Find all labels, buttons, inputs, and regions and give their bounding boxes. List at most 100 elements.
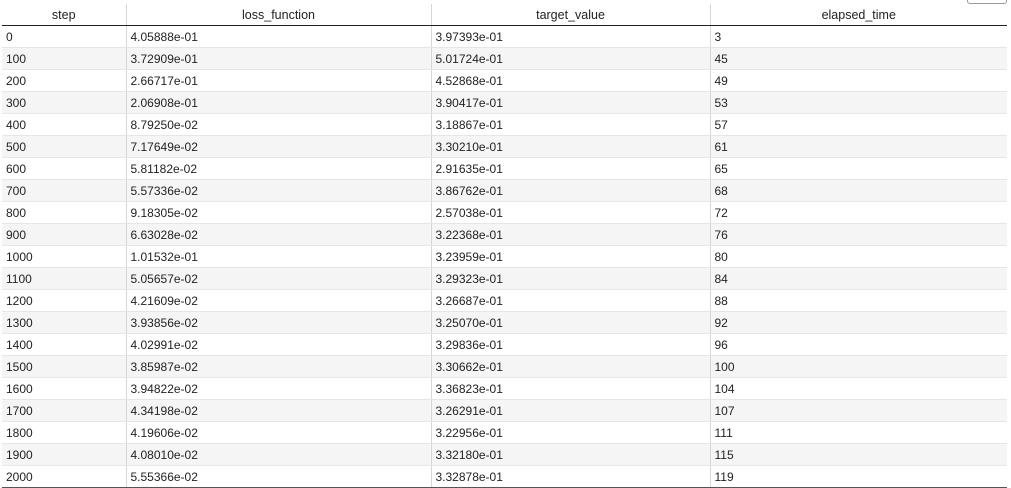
step-cell: 1900 (2, 443, 126, 466)
results-table-container: step loss_function target_value elapsed_… (2, 4, 1007, 488)
table-row[interactable]: 1700 4.34198e-02 3.26291e-01 107 (2, 399, 1007, 422)
elapsed-time-cell: 92 (709, 311, 1007, 334)
target-value-cell: 3.22368e-01 (430, 223, 710, 246)
step-cell: 2000 (2, 465, 126, 488)
elapsed-time-cell: 45 (709, 47, 1007, 70)
target-value-cell: 3.30662e-01 (430, 355, 710, 378)
loss-function-cell: 4.34198e-02 (125, 399, 431, 422)
step-cell: 0 (2, 25, 126, 48)
column-header-step[interactable]: step (2, 4, 126, 26)
step-cell: 700 (2, 179, 126, 202)
elapsed-time-cell: 76 (709, 223, 1007, 246)
loss-function-cell: 2.66717e-01 (125, 69, 431, 92)
target-value-cell: 3.29323e-01 (430, 267, 710, 290)
target-value-cell: 3.90417e-01 (430, 91, 710, 114)
loss-function-cell: 6.63028e-02 (125, 223, 431, 246)
step-cell: 200 (2, 69, 126, 92)
table-row[interactable]: 100 3.72909e-01 5.01724e-01 45 (2, 47, 1007, 70)
elapsed-time-cell: 57 (709, 113, 1007, 136)
table-row[interactable]: 600 5.81182e-02 2.91635e-01 65 (2, 157, 1007, 180)
table-row[interactable]: 800 9.18305e-02 2.57038e-01 72 (2, 201, 1007, 224)
elapsed-time-cell: 49 (709, 69, 1007, 92)
target-value-cell: 3.25070e-01 (430, 311, 710, 334)
loss-function-cell: 5.55366e-02 (125, 465, 431, 488)
loss-function-cell: 5.57336e-02 (125, 179, 431, 202)
loss-function-cell: 8.79250e-02 (125, 113, 431, 136)
loss-function-cell: 3.85987e-02 (125, 355, 431, 378)
table-row[interactable]: 300 2.06908e-01 3.90417e-01 53 (2, 91, 1007, 114)
step-cell: 500 (2, 135, 126, 158)
loss-function-cell: 4.21609e-02 (125, 289, 431, 312)
step-cell: 300 (2, 91, 126, 114)
table-row[interactable]: 0 4.05888e-01 3.97393e-01 3 (2, 25, 1007, 48)
elapsed-time-cell: 3 (709, 25, 1007, 48)
table-row[interactable]: 1400 4.02991e-02 3.29836e-01 96 (2, 333, 1007, 356)
step-cell: 100 (2, 47, 126, 70)
elapsed-time-cell: 53 (709, 91, 1007, 114)
table-row[interactable]: 500 7.17649e-02 3.30210e-01 61 (2, 135, 1007, 158)
target-value-cell: 2.57038e-01 (430, 201, 710, 224)
target-value-cell: 3.26687e-01 (430, 289, 710, 312)
column-header-elapsed-time[interactable]: elapsed_time (709, 4, 1007, 26)
results-table: step loss_function target_value elapsed_… (2, 4, 1007, 488)
table-row[interactable]: 900 6.63028e-02 3.22368e-01 76 (2, 223, 1007, 246)
elapsed-time-cell: 88 (709, 289, 1007, 312)
loss-function-cell: 3.93856e-02 (125, 311, 431, 334)
target-value-cell: 3.32180e-01 (430, 443, 710, 466)
target-value-cell: 4.52868e-01 (430, 69, 710, 92)
step-cell: 1600 (2, 377, 126, 400)
table-header: step loss_function target_value elapsed_… (2, 4, 1007, 26)
step-cell: 1000 (2, 245, 126, 268)
target-value-cell: 3.26291e-01 (430, 399, 710, 422)
elapsed-time-cell: 96 (709, 333, 1007, 356)
table-row[interactable]: 1100 5.05657e-02 3.29323e-01 84 (2, 267, 1007, 290)
table-row[interactable]: 2000 5.55366e-02 3.32878e-01 119 (2, 465, 1007, 488)
elapsed-time-cell: 119 (709, 465, 1007, 488)
step-cell: 800 (2, 201, 126, 224)
table-body: 0 4.05888e-01 3.97393e-01 3 100 3.72909e-01 5.… (2, 25, 1007, 488)
step-cell: 400 (2, 113, 126, 136)
header-row: step loss_function target_value elapsed_… (2, 4, 1007, 26)
target-value-cell: 3.23959e-01 (430, 245, 710, 268)
table-row[interactable]: 1500 3.85987e-02 3.30662e-01 100 (2, 355, 1007, 378)
loss-function-cell: 4.02991e-02 (125, 333, 431, 356)
column-header-loss-function[interactable]: loss_function (125, 4, 431, 26)
target-value-cell: 2.91635e-01 (430, 157, 710, 180)
loss-function-cell: 5.05657e-02 (125, 267, 431, 290)
target-value-cell: 5.01724e-01 (430, 47, 710, 70)
step-cell: 1700 (2, 399, 126, 422)
step-cell: 900 (2, 223, 126, 246)
table-row[interactable]: 400 8.79250e-02 3.18867e-01 57 (2, 113, 1007, 136)
step-cell: 1400 (2, 333, 126, 356)
loss-function-cell: 4.08010e-02 (125, 443, 431, 466)
target-value-cell: 3.18867e-01 (430, 113, 710, 136)
target-value-cell: 3.30210e-01 (430, 135, 710, 158)
loss-function-cell: 3.72909e-01 (125, 47, 431, 70)
target-value-cell: 3.86762e-01 (430, 179, 710, 202)
loss-function-cell: 1.01532e-01 (125, 245, 431, 268)
step-cell: 1300 (2, 311, 126, 334)
table-row[interactable]: 700 5.57336e-02 3.86762e-01 68 (2, 179, 1007, 202)
loss-function-cell: 4.19606e-02 (125, 421, 431, 444)
elapsed-time-cell: 111 (709, 421, 1007, 444)
table-row[interactable]: 200 2.66717e-01 4.52868e-01 49 (2, 69, 1007, 92)
loss-function-cell: 3.94822e-02 (125, 377, 431, 400)
corner-toggle-button[interactable] (967, 0, 1007, 4)
table-row[interactable]: 1200 4.21609e-02 3.26687e-01 88 (2, 289, 1007, 312)
table-row[interactable]: 1800 4.19606e-02 3.22956e-01 111 (2, 421, 1007, 444)
table-row[interactable]: 1600 3.94822e-02 3.36823e-01 104 (2, 377, 1007, 400)
step-cell: 1100 (2, 267, 126, 290)
elapsed-time-cell: 72 (709, 201, 1007, 224)
table-row[interactable]: 1000 1.01532e-01 3.23959e-01 80 (2, 245, 1007, 268)
target-value-cell: 3.29836e-01 (430, 333, 710, 356)
elapsed-time-cell: 61 (709, 135, 1007, 158)
loss-function-cell: 5.81182e-02 (125, 157, 431, 180)
loss-function-cell: 7.17649e-02 (125, 135, 431, 158)
elapsed-time-cell: 68 (709, 179, 1007, 202)
table-row[interactable]: 1900 4.08010e-02 3.32180e-01 115 (2, 443, 1007, 466)
elapsed-time-cell: 107 (709, 399, 1007, 422)
table-row[interactable]: 1300 3.93856e-02 3.25070e-01 92 (2, 311, 1007, 334)
column-header-target-value[interactable]: target_value (430, 4, 710, 26)
elapsed-time-cell: 84 (709, 267, 1007, 290)
step-cell: 1200 (2, 289, 126, 312)
